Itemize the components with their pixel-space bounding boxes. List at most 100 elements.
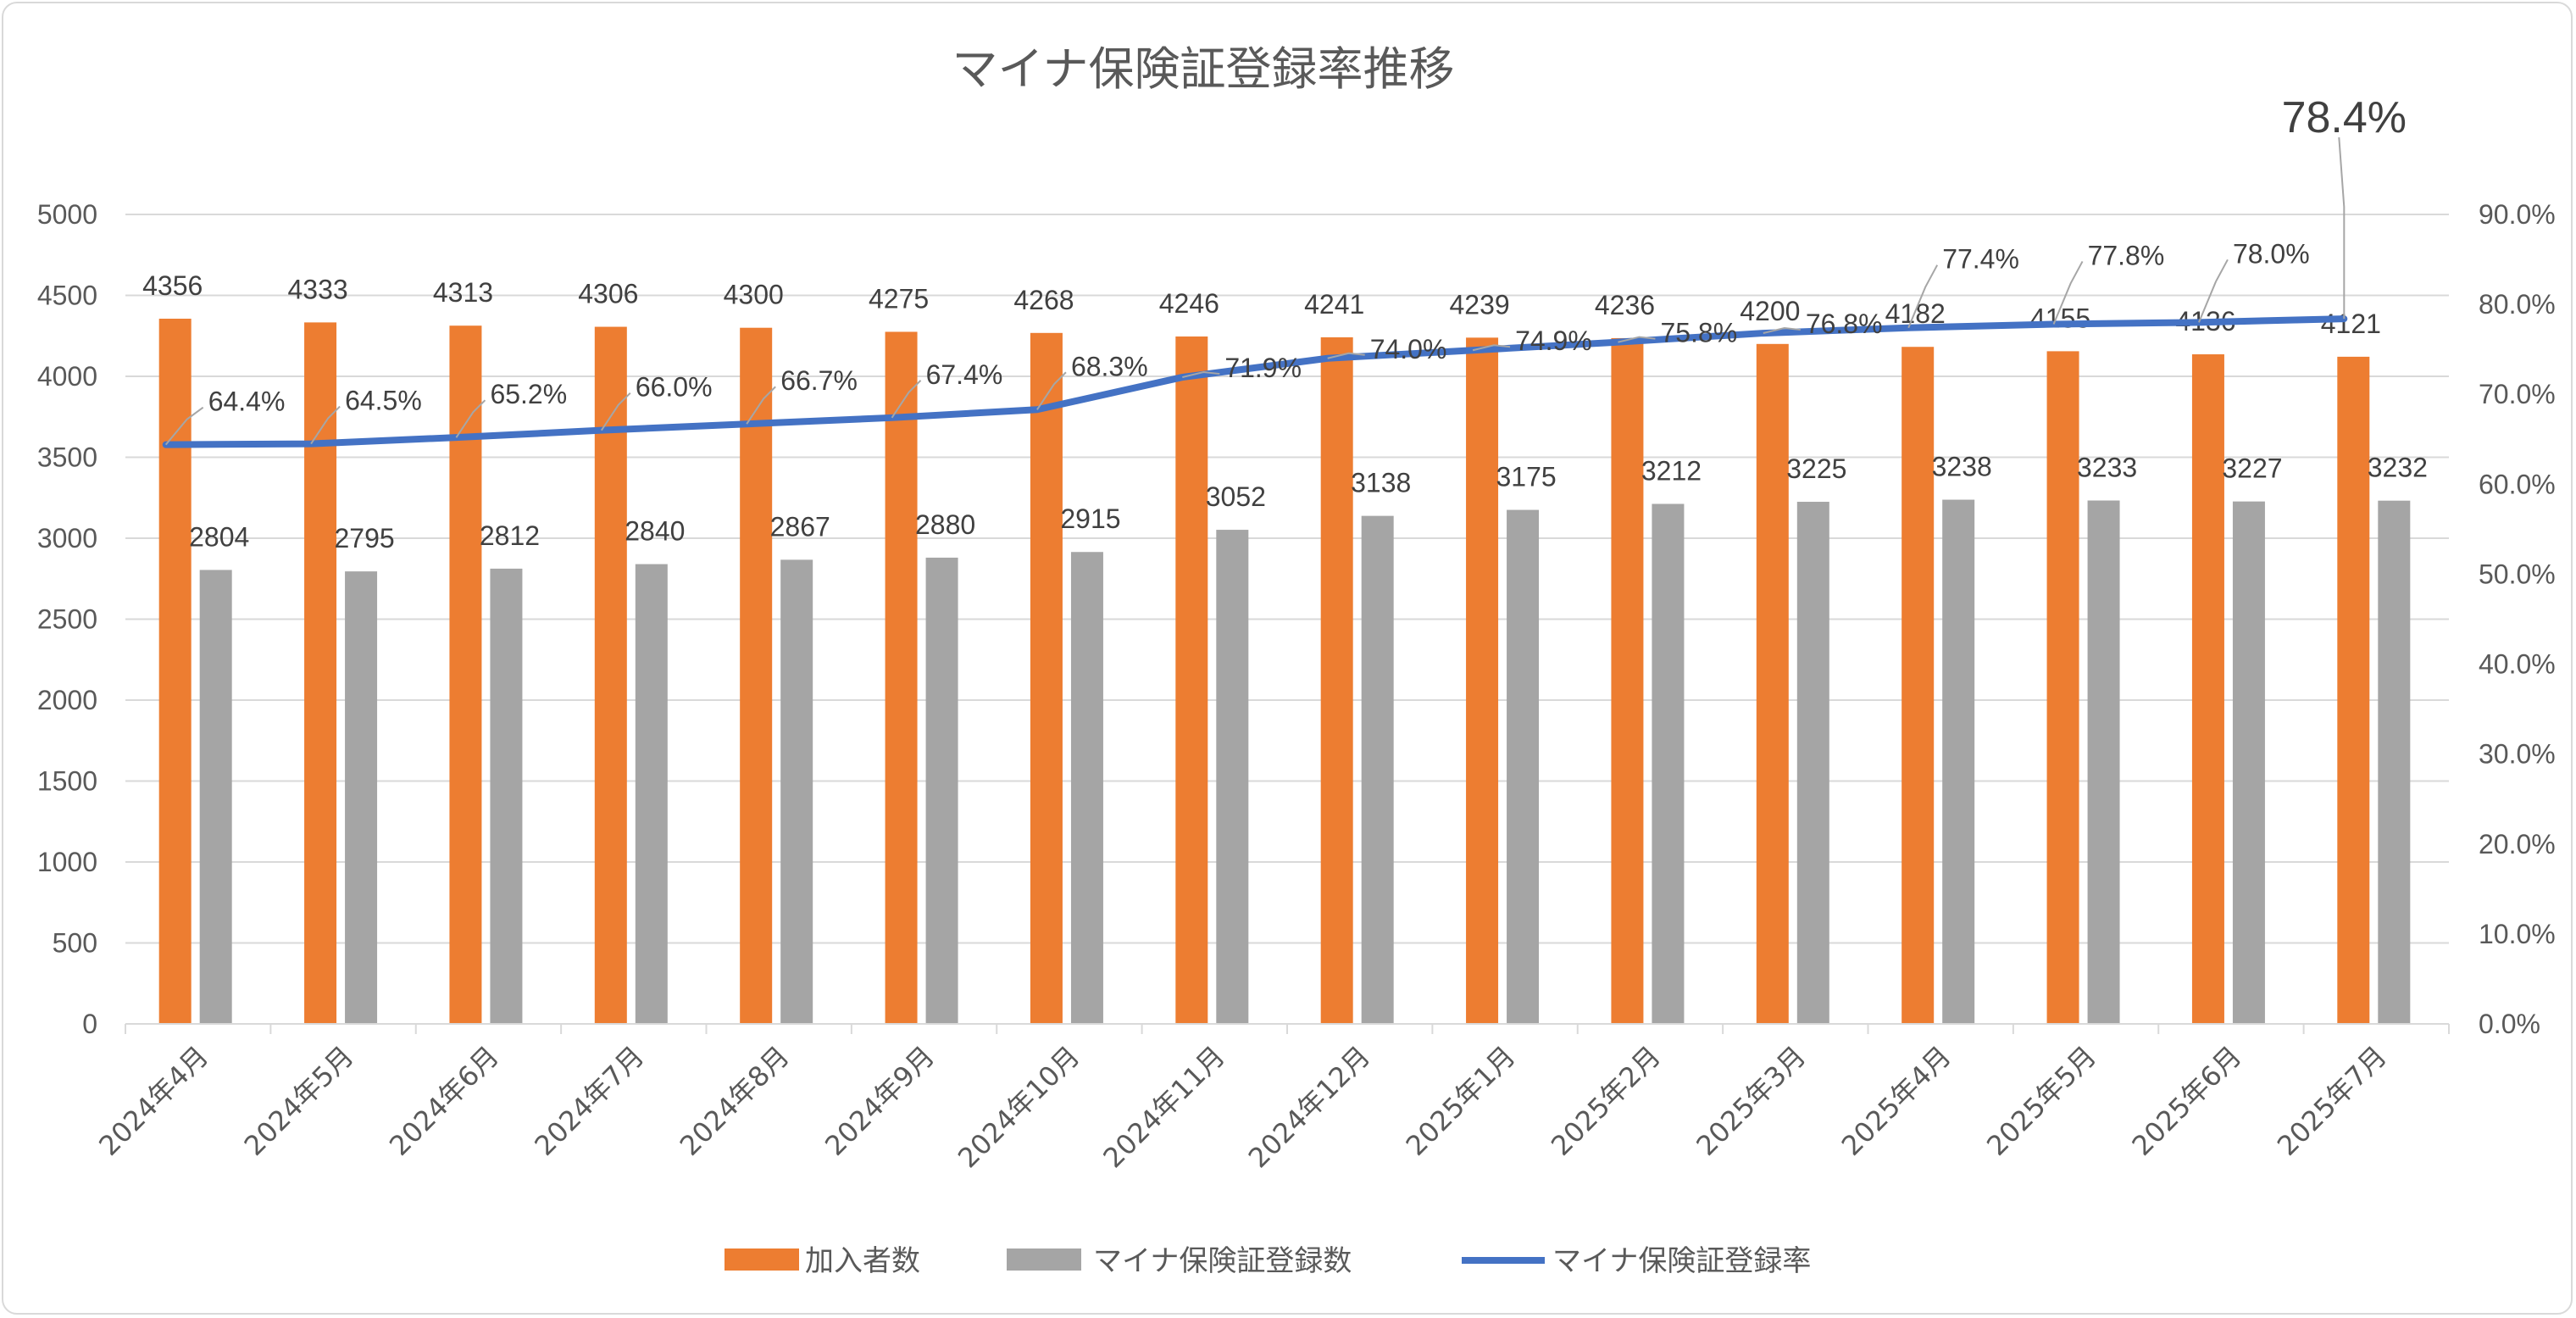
left-y-tick-label: 4000 [37,361,97,392]
bar-label-enrolled: 4356 [142,270,203,301]
rate-label: 64.4% [208,387,286,417]
legend-label: マイナ保険証登録数 [1093,1244,1352,1278]
rate-leader-line [746,386,776,425]
rate-label: 71.9% [1224,353,1302,383]
rate-leader-line [1327,352,1365,359]
x-tick-label: 2024年8月 [674,1040,796,1162]
left-y-axis: 0 500 1000 1500 2000 2500 3000 3500 4000 4500 5000 [37,199,97,1039]
bar-registered [925,557,958,1024]
bar-registered [780,559,813,1024]
bar-enrolled [1756,343,1789,1024]
bar-registered [1216,530,1249,1024]
x-tick-label: 2025年2月 [1545,1040,1667,1162]
rate-label: 68.3% [1071,351,1148,381]
bar-label-registered: 2880 [915,509,975,540]
bar-label-enrolled: 4246 [1159,288,1219,319]
bar-label-registered: 3227 [2222,453,2282,484]
bar-registered [2087,500,2120,1024]
left-y-tick-label: 5000 [37,199,97,230]
right-y-tick-label: 10.0% [2479,919,2556,949]
bar-label-registered: 3232 [2368,453,2428,483]
right-y-axis: 0.0% 10.0% 20.0% 30.0% 40.0% 50.0% 60.0% 70.0% 8… [2479,199,2556,1039]
bar-label-registered: 3238 [1932,452,1992,482]
bar-registered [490,568,523,1024]
rate-leader-line [2198,259,2229,323]
rate-leader-line [455,399,486,438]
right-y-tick-label: 30.0% [2479,739,2556,770]
legend-swatch [1007,1248,1081,1271]
bar-label-enrolled: 4313 [433,277,493,308]
x-tick-label: 2024年7月 [528,1040,650,1162]
bar-label-enrolled: 4236 [1595,290,1655,320]
bar-registered [1070,552,1103,1024]
left-y-tick-label: 2000 [37,685,97,715]
rate-leader-line [310,405,341,445]
x-tick-label: 2024年6月 [383,1040,505,1162]
bar-label-registered: 3052 [1206,481,1266,512]
rate-leader-line [600,392,631,431]
rate-label: 76.8% [1806,309,1883,339]
rate-leader-line [164,406,204,446]
rate-leader-line [2052,260,2084,325]
bar-enrolled [2191,354,2224,1024]
bar-enrolled [1320,336,1353,1024]
bars [158,319,2411,1025]
x-tick-label: 2025年7月 [2271,1040,2393,1162]
bar-label-registered: 2812 [480,520,540,551]
right-y-tick-label: 80.0% [2479,289,2556,320]
bar-data-labels: 4356 4333 4313 4306 4300 4275 4268 4246 4241 4239… [142,270,2428,553]
x-tick-label: 2025年3月 [1690,1040,1812,1162]
rate-data-labels: 64.4% 64.5% 65.2% 66.0% 66.7% 67.4% 68.3% 71.9%… [164,93,2407,446]
bar-label-registered: 2915 [1060,503,1120,534]
bar-enrolled [449,325,482,1024]
rate-label: 78.4% [2282,93,2407,142]
rate-leader-line [1907,264,1939,329]
bar-registered [1361,515,1394,1024]
bar-enrolled [304,322,337,1025]
bar-registered [635,564,668,1024]
left-y-tick-label: 1000 [37,847,97,877]
legend-label: マイナ保険証登録率 [1552,1244,1811,1278]
rate-label: 75.8% [1660,318,1737,348]
x-tick-label: 2024年12月 [1242,1040,1377,1175]
bar-enrolled [740,327,773,1024]
rate-leader-line [2338,137,2346,320]
rate-label: 66.0% [636,372,713,403]
x-tick-label: 2025年1月 [1400,1040,1522,1162]
rate-label: 78.0% [2233,238,2310,269]
x-tick-label: 2025年6月 [2125,1040,2247,1162]
right-y-tick-label: 90.0% [2479,199,2556,230]
x-tick-label: 2024年10月 [952,1040,1086,1175]
x-tick-label: 2025年4月 [1835,1040,1957,1162]
bar-registered [345,571,378,1024]
x-tick-label: 2024年4月 [92,1040,214,1162]
x-tick-label: 2025年5月 [1980,1040,2102,1162]
bar-registered [2378,500,2411,1024]
right-y-tick-label: 50.0% [2479,559,2556,589]
bar-label-registered: 3233 [2077,452,2137,482]
right-y-tick-label: 70.0% [2479,379,2556,409]
x-axis: 2024年4月 2024年5月 2024年6月 2024年7月 2024年8月 2024年… [92,1023,2450,1175]
bar-enrolled [1030,332,1063,1024]
bar-label-registered: 3175 [1496,462,1556,492]
left-y-tick-label: 1500 [37,766,97,797]
bar-label-registered: 3138 [1351,468,1411,498]
bar-label-registered: 2804 [189,521,249,552]
legend-label: 加入者数 [805,1244,920,1278]
chart-title: マイナ保険証登録率推移 [952,42,1455,96]
rate-label: 77.4% [1942,244,2019,275]
bar-label-enrolled: 4200 [1740,296,1800,326]
rate-leader-line [1182,371,1220,379]
rate-leader-line [1618,336,1656,343]
rate-label: 64.5% [345,386,422,416]
x-tick-label: 2024年9月 [819,1040,941,1162]
rate-leader-line [1472,344,1511,352]
bar-label-enrolled: 4333 [287,274,347,304]
bar-label-enrolled: 4306 [578,279,638,309]
rate-label: 65.2% [490,379,567,409]
left-y-tick-label: 0 [82,1009,97,1039]
bar-label-enrolled: 4275 [869,283,929,314]
left-y-tick-label: 3500 [37,442,97,473]
